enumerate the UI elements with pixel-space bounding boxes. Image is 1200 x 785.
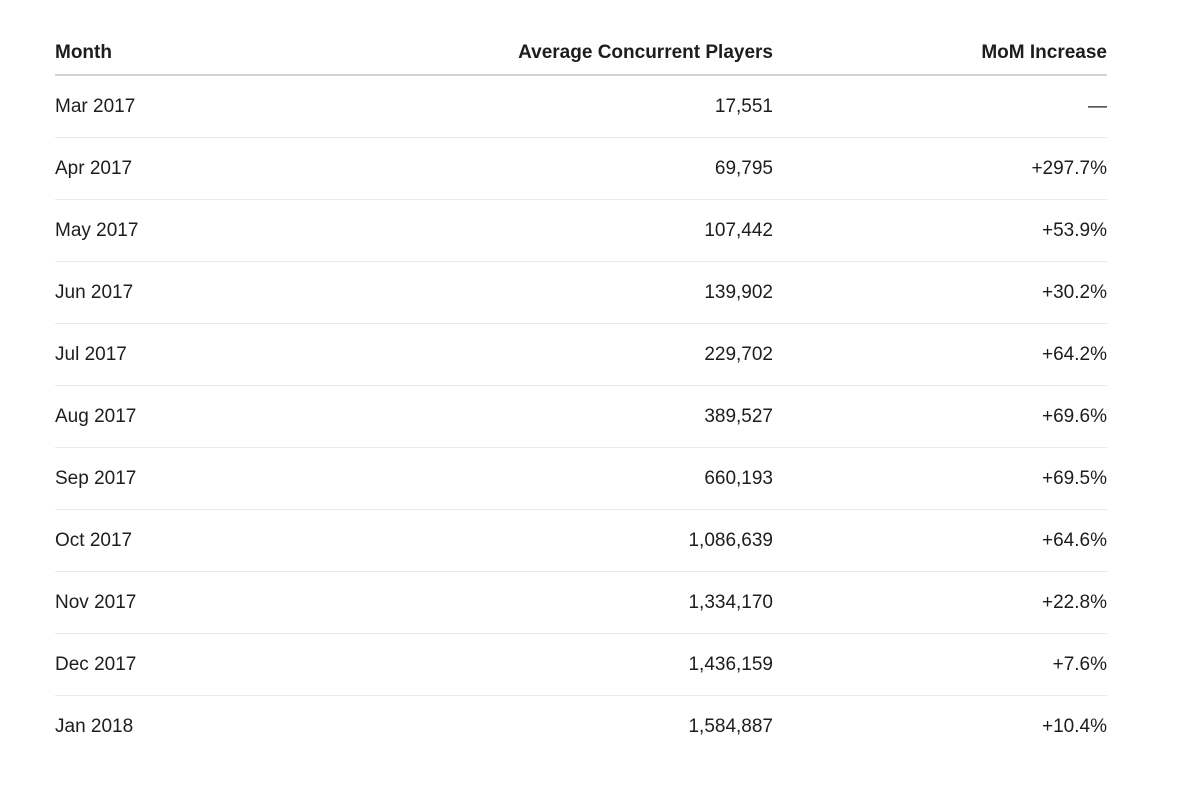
table-cell: +10.4% (1042, 715, 1107, 737)
table-row: Oct 2017 1,086,639 +64.6% (55, 509, 1107, 572)
table-cell: +297.7% (773, 137, 1107, 200)
table-cell: 1,436,159 (355, 633, 773, 696)
column-header: MoM Increase (773, 31, 1107, 76)
table-cell: 1,584,887 (688, 715, 773, 737)
table-row: May 2017 107,442 +53.9% (55, 199, 1107, 262)
table-body: Mar 2017 17,551— Apr 2017 69,795 +297.7% May … (55, 75, 1107, 757)
data-table: Month Average Concurrent Players MoM Incre… (55, 31, 1107, 757)
table-row: Apr 2017 69,795 +297.7% (55, 137, 1107, 200)
table-cell: +7.6% (773, 633, 1107, 696)
table-cell: Nov 2017 (55, 571, 355, 634)
table-cell: 1,334,170 (355, 571, 773, 634)
table-cell: +69.6% (773, 385, 1107, 448)
table-row: Sep 2017 660,193 +69.5% (55, 447, 1107, 510)
table-cell: +30.2% (773, 261, 1107, 324)
table-cell: 17,551 (355, 75, 773, 138)
table-cell: 69,795 (355, 137, 773, 200)
table-cell: +64.6% (773, 509, 1107, 572)
table-cell: Jan 2018 (55, 715, 134, 737)
header-row: Month Average Concurrent Players MoM Incre… (55, 31, 1107, 76)
table-cell: 139,902 (355, 261, 773, 324)
table-row: Jan 2018 1,584,887 +10.4% (55, 696, 1107, 758)
table-cell: +69.5% (773, 447, 1107, 510)
table-header: Month Average Concurrent Players MoM Incre… (55, 31, 1107, 76)
table-row: Aug 2017 389,527 +69.6% (55, 385, 1107, 448)
table-row: Nov 2017 1,334,170 +22.8% (55, 571, 1107, 634)
table-cell: May 2017 (55, 199, 355, 262)
table-row: Mar 2017 17,551— (55, 75, 1107, 138)
table-cell: Oct 2017 (55, 509, 355, 572)
table-cell: Dec 2017 (55, 633, 355, 696)
table-cell: +64.2% (773, 323, 1107, 386)
table-cell: Mar 2017 (55, 75, 355, 138)
table-cell: +53.9% (773, 199, 1107, 262)
table-cell: +22.8% (773, 571, 1107, 634)
table-cell: Jun 2017 (55, 261, 355, 324)
table-cell: 229,702 (355, 323, 773, 386)
table-row: Jul 2017 229,702 +64.2% (55, 323, 1107, 386)
table-cell: 1,086,639 (355, 509, 773, 572)
column-header: Month (55, 31, 355, 76)
table-row: Jun 2017 139,902 +30.2% (55, 261, 1107, 324)
table-cell: 389,527 (355, 385, 773, 448)
table-cell: Jul 2017 (55, 323, 355, 386)
table-cell: — (773, 75, 1107, 138)
table-cell: Aug 2017 (55, 385, 355, 448)
table-row: Dec 2017 1,436,159 +7.6% (55, 633, 1107, 696)
table-cell: 660,193 (355, 447, 773, 510)
column-header: Average Concurrent Players (355, 31, 773, 76)
table-cell: Apr 2017 (55, 137, 355, 200)
table-cell: Sep 2017 (55, 447, 355, 510)
table-cell: 107,442 (355, 199, 773, 262)
